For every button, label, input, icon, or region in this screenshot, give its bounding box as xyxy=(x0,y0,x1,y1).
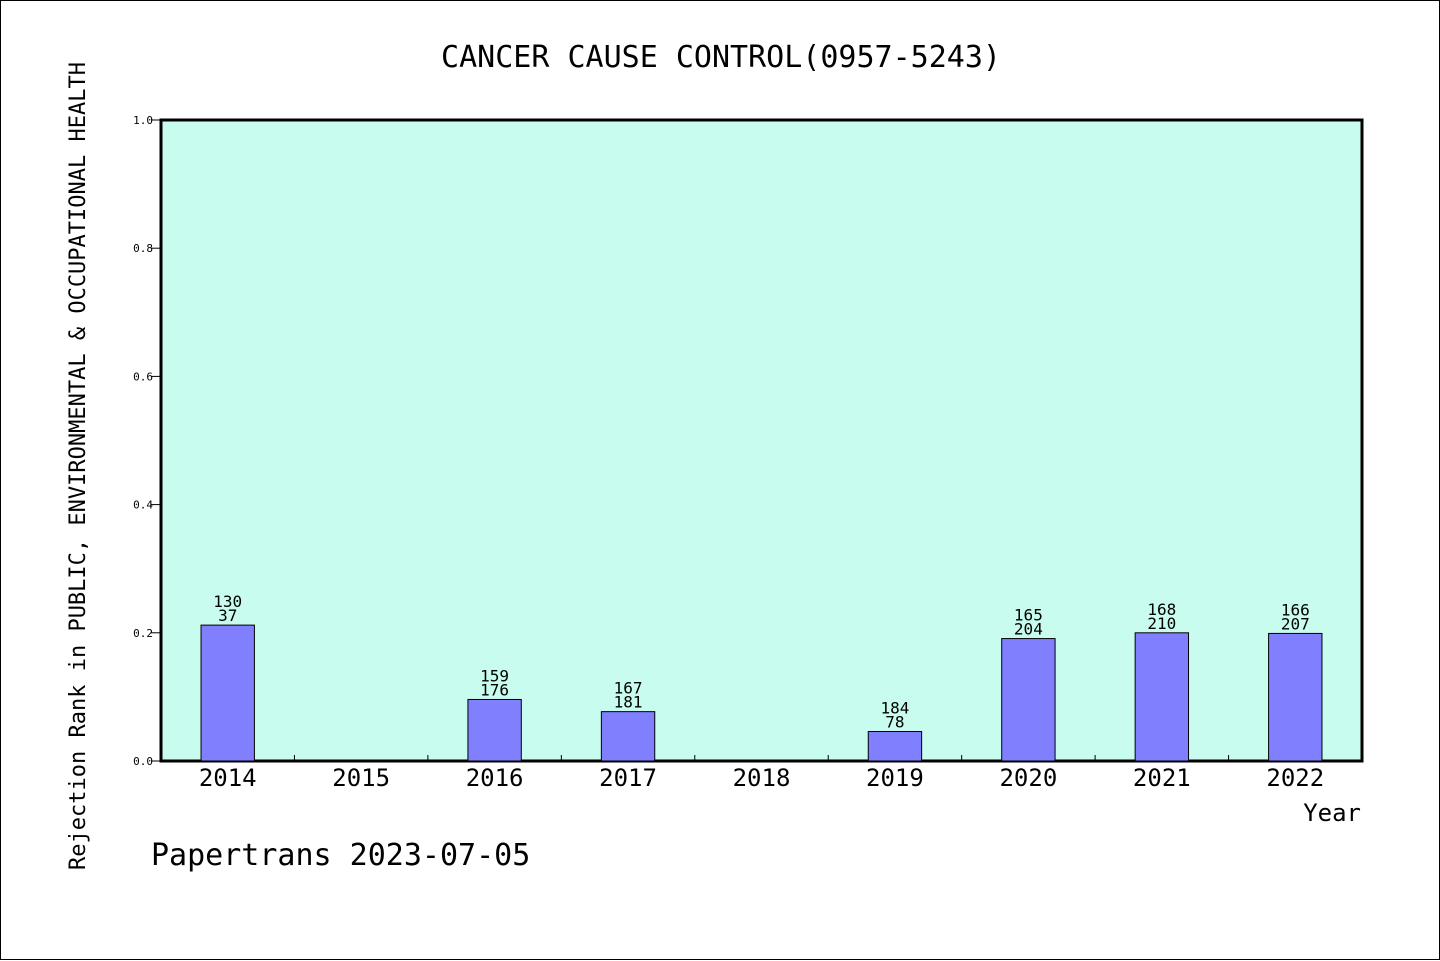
y-tick-label: 0.0 xyxy=(133,755,153,768)
bar-data-label: 210 xyxy=(1147,614,1176,633)
x-axis-label: Year xyxy=(1303,799,1361,827)
bar-data-label: 78 xyxy=(885,713,904,732)
y-axis: 0.0 0.2 0.4 0.6 0.8 1.0 xyxy=(133,114,161,768)
bar-data-label: 168 xyxy=(1147,600,1176,619)
bar-2020 xyxy=(1001,638,1056,762)
x-axis: 2014 2015 2016 2017 2018 2019 2020 2021 2022 xyxy=(199,755,1324,792)
bar-2017 xyxy=(600,711,656,762)
bar-2022 xyxy=(1268,632,1323,762)
y-tick-label: 0.2 xyxy=(133,627,153,640)
bar-data-label: 166 xyxy=(1281,600,1310,619)
bar-data-label: 159 xyxy=(480,666,509,685)
x-tick-label: 2021 xyxy=(1133,764,1191,792)
x-tick-label: 2019 xyxy=(866,764,924,792)
y-tick-label: 0.8 xyxy=(133,242,153,255)
x-tick-label: 2022 xyxy=(1266,764,1324,792)
bar-2021 xyxy=(1134,632,1190,762)
x-tick-label: 2015 xyxy=(332,764,390,792)
bar-data-label: 181 xyxy=(614,693,643,712)
x-tick-label: 2016 xyxy=(466,764,524,792)
x-tick-label: 2018 xyxy=(733,764,791,792)
x-tick-label: 2017 xyxy=(599,764,657,792)
bar-data-label: 37 xyxy=(218,606,237,625)
bar-series xyxy=(200,624,1323,762)
bar-data-label: 176 xyxy=(480,680,509,699)
footer-credit: Papertrans 2023-07-05 xyxy=(151,838,530,873)
bar-data-label: 184 xyxy=(880,699,909,718)
y-tick-label: 0.6 xyxy=(133,370,153,383)
bar-2016 xyxy=(467,698,522,762)
x-tick-label: 2014 xyxy=(199,764,257,792)
y-tick-label: 1.0 xyxy=(133,114,153,127)
chart-title: CANCER CAUSE CONTROL(0957-5243) xyxy=(441,40,1001,75)
y-axis-label: Rejection Rank in PUBLIC, ENVIRONMENTAL … xyxy=(66,62,91,870)
bar-data-label: 204 xyxy=(1014,620,1043,639)
bar-2019 xyxy=(867,731,923,762)
bar-data-label: 165 xyxy=(1014,606,1043,625)
bar-data-label: 207 xyxy=(1281,614,1310,633)
bar-data-label: 167 xyxy=(614,679,643,698)
bar-2014 xyxy=(200,624,255,762)
x-tick-label: 2020 xyxy=(999,764,1057,792)
bar-data-label: 130 xyxy=(213,592,242,611)
y-tick-label: 0.4 xyxy=(133,499,153,512)
